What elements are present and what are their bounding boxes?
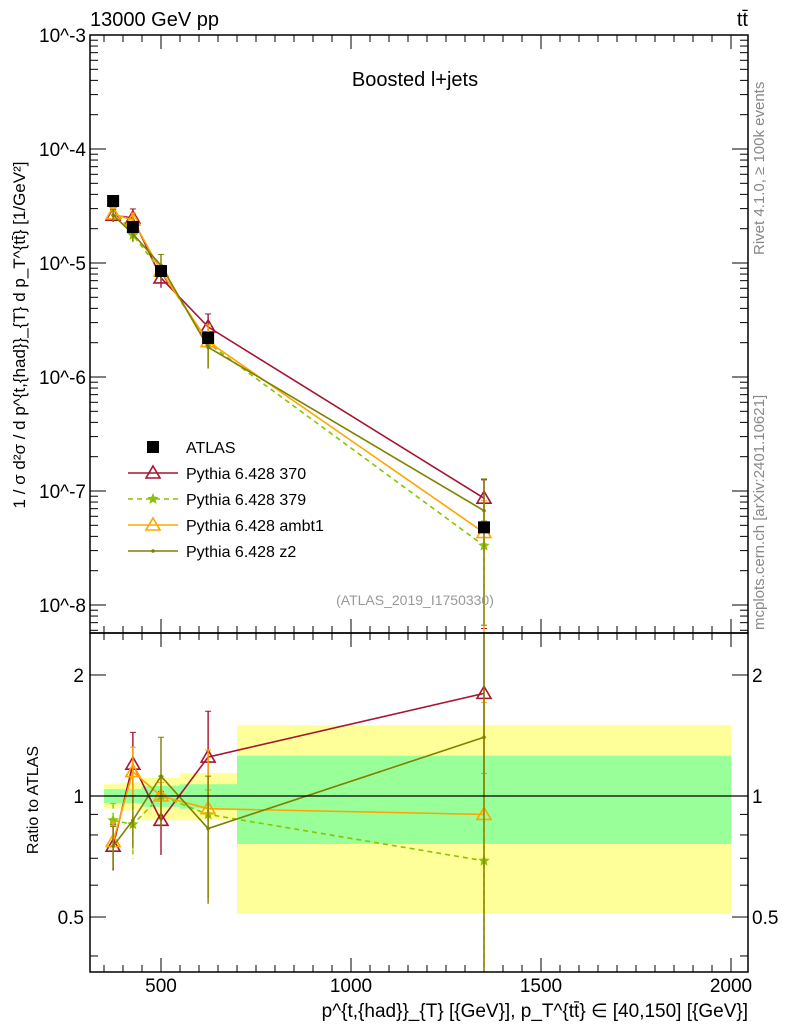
ratio-frame (89, 632, 749, 973)
atlas-data-point (107, 194, 120, 207)
legend: ATLAS Pythia 6.428 370 Pythia 6.428 379 Pyt… (128, 440, 324, 561)
ratio-point (131, 818, 135, 823)
series-line-main (113, 214, 485, 499)
rivet-label: Rivet 4.1.0, ≥ 100k events (751, 82, 768, 255)
series-line-ratio (112, 795, 485, 862)
legend-marker-atlas (147, 441, 159, 453)
x-axis-label: p^{t,{had}}_{T} [{GeV}], p_T^{tt̄} ∈ [40… (322, 1001, 748, 1022)
ratio-y-tick-label: 0.5 (752, 908, 778, 929)
data-point (206, 345, 210, 349)
legend-label: Pythia 6.428 ambt1 (186, 518, 324, 535)
legend-marker (147, 493, 159, 504)
legend-label: Pythia 6.428 370 (186, 466, 306, 483)
main-ylabel: 1 / σ d²σ / d p^{t,{had}}_{T} d p_T^{tt̄… (10, 162, 29, 509)
watermark: (ATLAS_2019_I1750330) (336, 592, 494, 608)
x-tick-label: 1000 (330, 976, 372, 997)
ratio-y-tick-label: 1 (73, 787, 84, 808)
legend-label: Pythia 6.428 379 (186, 492, 306, 509)
ratio-ylabel: Ratio to ATLAS (25, 746, 42, 854)
y-tick-label: 10^-5 (39, 254, 86, 275)
atlas-data-point (155, 265, 167, 278)
y-tick-label: 10^-6 (39, 368, 86, 389)
x-tick-label: 500 (145, 976, 177, 997)
atlas-data-point (478, 521, 490, 534)
y-tick-label: 10^-7 (39, 482, 86, 503)
ratio-point (107, 814, 119, 826)
atlas-data-point (202, 331, 215, 344)
legend-label: Pythia 6.428 z2 (186, 544, 296, 561)
ratio-point (482, 735, 486, 740)
y-tick-label: 10^-4 (39, 140, 86, 161)
series-line-main (112, 207, 485, 547)
legend-marker (151, 549, 155, 553)
plot-title: Boosted l+jets (352, 69, 478, 91)
ratio-y-tick-label: 0.5 (58, 908, 84, 929)
ratio-point (111, 844, 115, 849)
ratio-y-tick-label: 2 (73, 666, 84, 687)
atlas-data-point (126, 220, 139, 233)
x-tick-label: 2000 (710, 976, 752, 997)
ratio-y-tick-label: 1 (752, 787, 763, 808)
ratio-point (124, 763, 142, 778)
series-atlas (107, 194, 490, 534)
data-point (111, 213, 115, 218)
y-tick-label: 10^-3 (39, 26, 86, 47)
ratio-bands (104, 725, 731, 914)
energy-label: 13000 GeV pp (90, 9, 219, 31)
x-tick-label: 1500 (520, 976, 562, 997)
legend-marker (144, 464, 162, 479)
data-point (482, 508, 486, 513)
legend-marker (144, 516, 162, 531)
ratio-y-tick-label: 2 (752, 666, 763, 687)
ratio-point (206, 826, 210, 831)
legend-label-atlas: ATLAS (186, 440, 236, 457)
mcplots-label: mcplots.cern.ch [arXiv:2401.10621] (751, 395, 768, 630)
ratio-point (159, 774, 163, 779)
y-tick-label: 10^-8 (39, 596, 86, 617)
axes: 500 1000 1500 2000 10^-8 10^-7 10^-6 10^-5 10^-4… (39, 26, 778, 997)
process-label: tt̄ (737, 9, 749, 31)
series-line-main (112, 213, 485, 534)
